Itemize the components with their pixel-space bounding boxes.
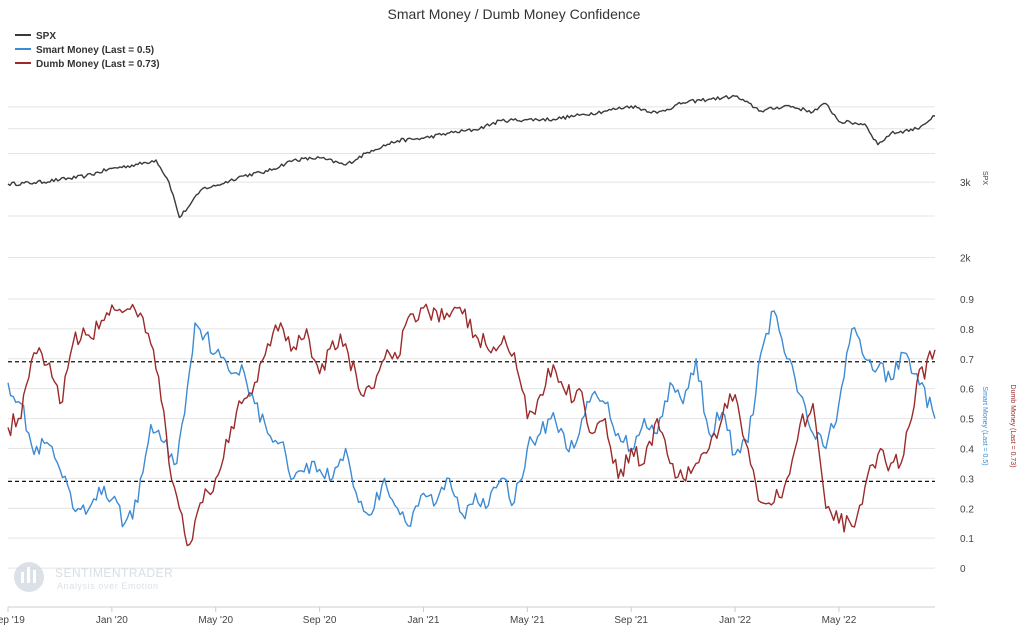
threshold-layer: [8, 361, 935, 482]
legend-label-dumb-money: Dumb Money (Last = 0.73): [36, 59, 160, 70]
x-tick-label: Jan '22: [719, 615, 751, 626]
confidence-tick-label: 0.2: [960, 504, 974, 515]
legend[interactable]: SPX Smart Money (Last = 0.5) Dumb Money …: [15, 31, 160, 70]
confidence-tick-label: 0.4: [960, 444, 974, 455]
x-tick-label: May '20: [198, 615, 233, 626]
confidence-tick-label: 0.1: [960, 534, 974, 545]
confidence-tick-label: 0.6: [960, 385, 974, 396]
legend-label-spx: SPX: [36, 31, 56, 42]
watermark-logo-bar: [33, 570, 36, 583]
x-tick-label: May '21: [510, 615, 545, 626]
watermark: SENTIMENTRADER Analysis over Emotion: [14, 562, 173, 592]
confidence-tick-label: 0.5: [960, 415, 974, 426]
watermark-logo-bar: [27, 567, 30, 583]
smart-money-axis-label: Smart Money (Last = 0.5): [981, 386, 988, 465]
x-tick-label: Sep '19: [0, 615, 25, 626]
confidence-tick-label: 0: [960, 564, 966, 575]
smart-money-series-line: [7, 310, 936, 528]
dumb-money-series-line: [7, 303, 936, 547]
confidence-tick-label: 0.3: [960, 474, 974, 485]
confidence-tick-label: 0.9: [960, 295, 974, 306]
grid-layer: [8, 106, 935, 569]
chart-title: Smart Money / Dumb Money Confidence: [388, 6, 641, 22]
watermark-brand: SENTIMENTRADER: [55, 566, 173, 580]
spx-series-line: [7, 94, 936, 219]
spx-axis-label: SPX: [981, 171, 988, 185]
x-tick-label: Jan '21: [407, 615, 439, 626]
legend-label-smart-money: Smart Money (Last = 0.5): [36, 45, 154, 56]
x-tick-label: Sep '21: [614, 615, 648, 626]
spx-tick-label: 2k: [960, 253, 972, 264]
dumb-money-axis-label: Dumb Money (Last = 0.73): [1009, 384, 1016, 467]
watermark-logo-bar: [21, 572, 24, 583]
x-tick-label: Jan '20: [96, 615, 128, 626]
x-tick-label: Sep '20: [303, 615, 337, 626]
x-tick-label: May '22: [822, 615, 857, 626]
spx-tick-label: 3k: [960, 178, 972, 189]
series-layer: [7, 94, 936, 547]
watermark-tagline: Analysis over Emotion: [57, 581, 159, 591]
confidence-tick-label: 0.7: [960, 355, 974, 366]
axis-layer: 2k 3k SPX 0 0.1 0.2 0.3 0.4 0.5 0.6 0.7 0.8 0.9 Smart…: [0, 171, 1016, 626]
confidence-tick-label: 0.8: [960, 325, 974, 336]
